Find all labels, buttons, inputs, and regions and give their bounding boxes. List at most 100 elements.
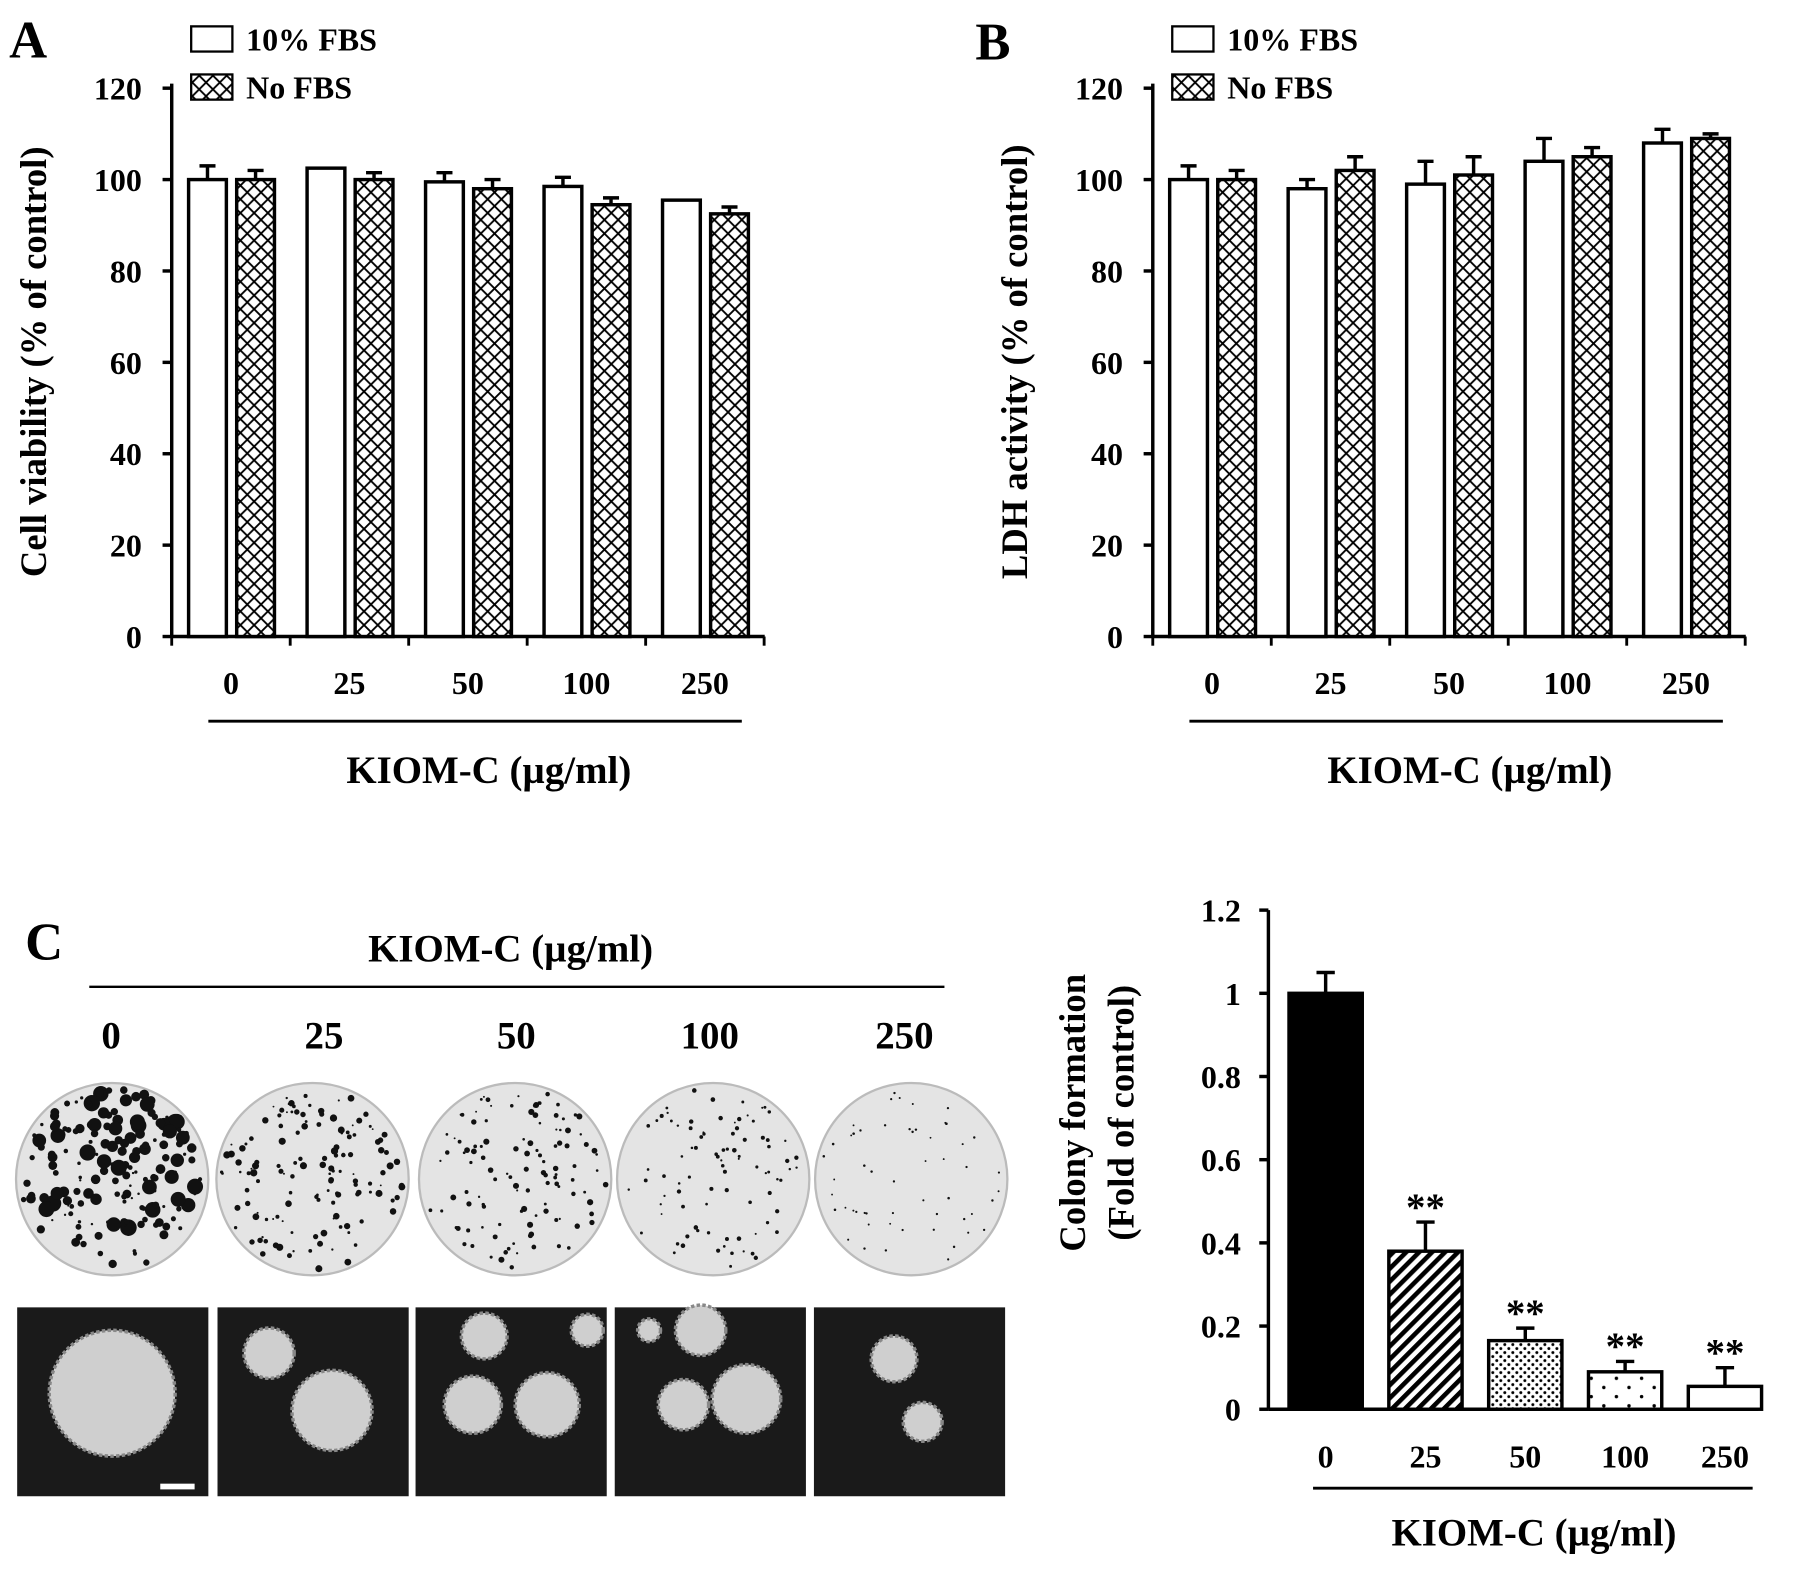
colony-dot — [261, 1235, 264, 1239]
colony-dot — [742, 1137, 747, 1142]
colony-dot — [252, 1213, 260, 1221]
colony-dot — [627, 1188, 630, 1191]
colony-cluster — [459, 1311, 509, 1361]
colony-dot — [32, 1133, 47, 1148]
error-bar — [1416, 1220, 1435, 1252]
colony-dot — [134, 1170, 138, 1174]
colony-dot — [788, 1167, 792, 1171]
bar-no-fbs — [708, 212, 751, 639]
colony-dot — [176, 1127, 182, 1133]
significance-marker: ** — [1406, 1186, 1445, 1229]
colony-dot — [337, 1099, 340, 1102]
colony-dot — [505, 1172, 509, 1175]
colony-dot — [321, 1155, 328, 1161]
colony-dot — [129, 1114, 145, 1130]
bar-no-fbs — [1571, 155, 1613, 639]
colony-dot — [79, 1144, 96, 1161]
colony-dot — [186, 1143, 197, 1153]
colony-dot — [699, 1135, 704, 1139]
colony-dot — [689, 1119, 694, 1124]
x-tick-label: 100 — [1543, 665, 1591, 701]
colony-dot — [64, 1100, 71, 1107]
colony-dot — [371, 1128, 374, 1131]
error-bar — [1228, 168, 1245, 180]
colony-dot — [555, 1128, 558, 1131]
colony-dot — [337, 1126, 345, 1134]
colony-dot — [498, 1222, 502, 1227]
colony-dot — [666, 1111, 669, 1114]
colony-dot — [720, 1163, 725, 1168]
dose-label: 250 — [875, 1015, 933, 1058]
error-bar — [1654, 127, 1671, 144]
colony-dot — [490, 1104, 493, 1107]
colony-dot — [108, 1121, 123, 1136]
y-tick-label: 40 — [1091, 436, 1123, 472]
colony-dot — [62, 1196, 73, 1206]
y-axis-title: Cell viability (% of control) — [13, 146, 54, 577]
colony-dot — [730, 1131, 735, 1136]
colony-dot — [947, 1258, 950, 1261]
colony-dot — [710, 1097, 716, 1102]
colony-dot — [351, 1124, 354, 1127]
x-axis-title: KIOM-C (µg/ml) — [1392, 1511, 1677, 1554]
colony-dot — [477, 1195, 481, 1199]
x-tick-label: 0 — [1318, 1439, 1334, 1475]
colony-dot — [570, 1177, 575, 1182]
colony-dot — [106, 1217, 121, 1232]
colony-dot — [49, 1121, 60, 1132]
colony-dot — [947, 1196, 950, 1200]
colony-dot — [775, 1209, 780, 1214]
colony-dot — [153, 1189, 157, 1193]
legend-label: No FBS — [1227, 69, 1333, 105]
error-bar — [1702, 132, 1719, 139]
colony-dot — [330, 1147, 339, 1155]
y-tick-label: 0 — [126, 619, 142, 655]
colony-dot — [299, 1162, 308, 1170]
colony-dot — [922, 1199, 925, 1202]
colony-dot — [316, 1197, 321, 1202]
error-bar — [1584, 145, 1601, 157]
colony-dot — [831, 1142, 835, 1146]
dose-label: 25 — [305, 1015, 344, 1058]
legend-swatch — [1171, 25, 1215, 53]
colony-dot — [680, 1155, 684, 1158]
colony-dot — [352, 1173, 355, 1176]
colony-dot — [831, 1193, 833, 1196]
colony-dot — [68, 1211, 74, 1217]
colony-dot — [595, 1153, 598, 1156]
colony-dot — [640, 1231, 643, 1235]
colony-dot — [579, 1133, 582, 1136]
bar-10pct-fbs — [305, 166, 347, 639]
colony-dot — [557, 1185, 561, 1189]
colony-dot — [343, 1222, 351, 1230]
colony-dot — [114, 1136, 123, 1145]
colony-dot — [767, 1190, 772, 1196]
colony-dot — [595, 1169, 599, 1172]
colony-dot — [453, 1137, 456, 1140]
colony-dot — [340, 1132, 344, 1135]
colony-dot — [492, 1234, 498, 1240]
colony-bar — [1586, 1370, 1664, 1411]
colony-dot — [736, 1236, 742, 1241]
colony-dot — [929, 1136, 932, 1139]
colony-dot — [187, 1178, 204, 1195]
colony-dot — [256, 1211, 259, 1214]
colony-dot — [121, 1193, 127, 1200]
x-tick-label: 25 — [1409, 1439, 1441, 1475]
colony-dot — [515, 1252, 519, 1255]
colony-dot — [77, 1161, 81, 1166]
chart-b: 0 20 40 60 80 100 120 0 25 50 100 250 KIOM-C (µg/ml)… — [994, 21, 1747, 792]
colony-dot — [51, 1219, 54, 1222]
colony-dot — [286, 1111, 288, 1114]
colony-dot — [142, 1216, 148, 1223]
bar-no-fbs — [590, 202, 632, 639]
dose-label: 100 — [681, 1015, 739, 1058]
colony-dot — [255, 1179, 260, 1184]
colony-dot — [162, 1222, 171, 1231]
colony-dot — [440, 1209, 444, 1213]
error-bar — [1516, 1326, 1535, 1341]
colony-dot — [481, 1202, 485, 1207]
colony-dot — [278, 1137, 286, 1145]
colony-dot — [298, 1156, 303, 1162]
